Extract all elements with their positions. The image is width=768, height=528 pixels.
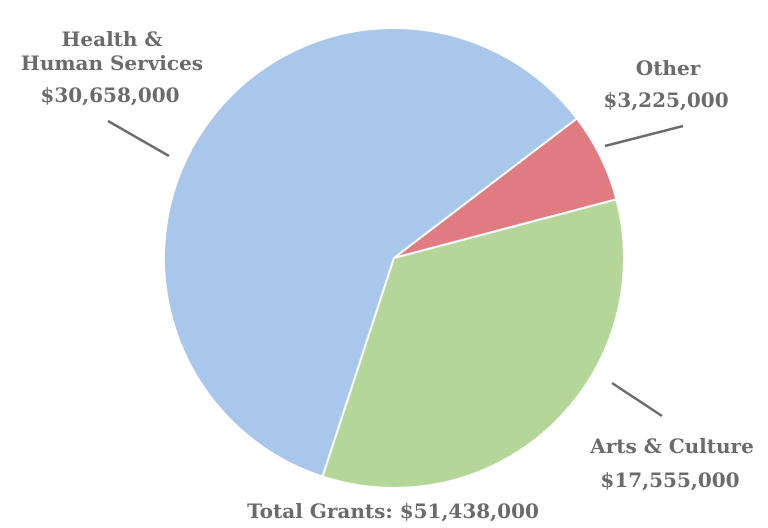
slice-label-other: Other $3,225,000 [603,56,729,148]
pie-slices [163,27,625,489]
total-grants-label: Total Grants: $51,438,000 [247,499,539,523]
value-other: $3,225,000 [603,88,728,112]
slice-label-health: Health & Human Services $30,658,000 [21,27,203,158]
value-health: $30,658,000 [40,83,179,107]
leader-line-health [107,119,170,158]
label-health-line2: Human Services [21,51,203,75]
pie-slice-health [163,27,579,478]
label-arts: Arts & Culture [589,434,754,458]
leader-line-arts [611,381,663,418]
label-health-line1: Health & [62,27,163,51]
label-other: Other [636,56,701,80]
slice-label-arts: Arts & Culture $17,555,000 [589,381,754,492]
value-arts: $17,555,000 [600,468,739,492]
leader-line-other [604,124,684,148]
pie-slice-arts [321,198,625,489]
